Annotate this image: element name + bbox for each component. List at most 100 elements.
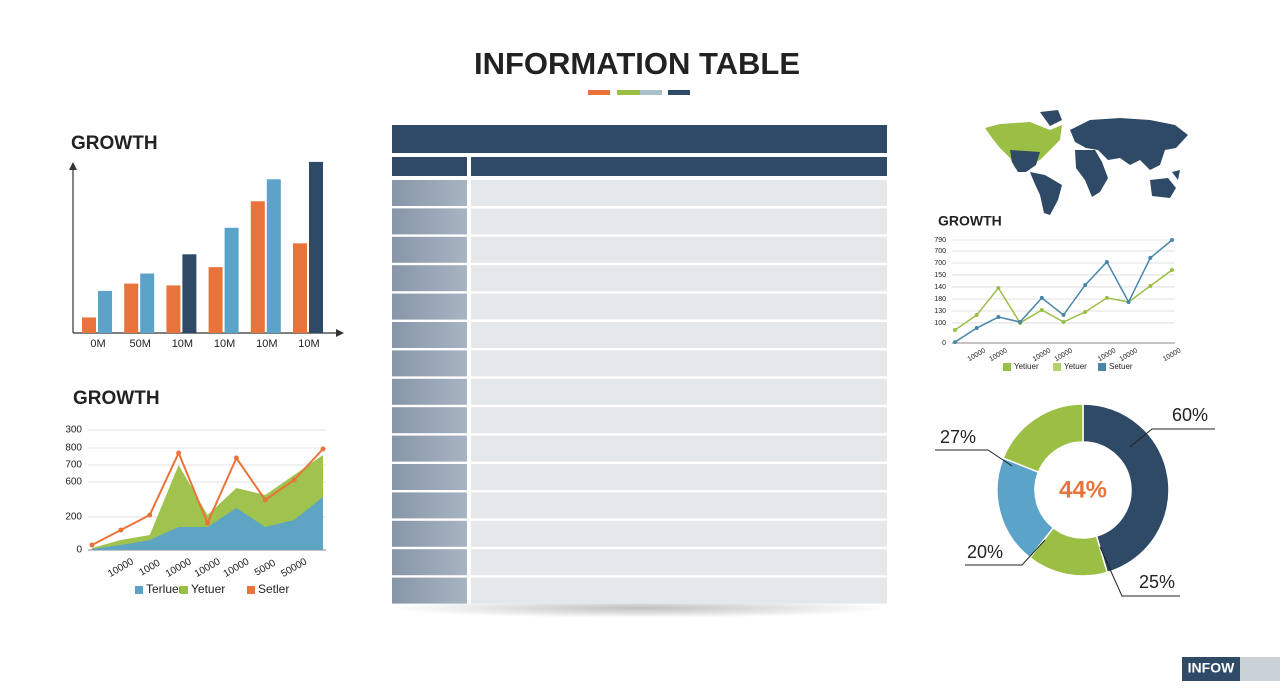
table-cell — [471, 322, 887, 348]
line — [954, 239, 1173, 343]
bar — [82, 317, 96, 333]
point — [262, 497, 268, 503]
point — [89, 542, 95, 548]
point — [1170, 267, 1174, 272]
point — [1039, 295, 1044, 300]
bar — [124, 283, 139, 333]
y-tick-label: 800 — [65, 443, 82, 454]
point — [1104, 295, 1109, 300]
table-cell — [392, 577, 467, 604]
point — [1148, 255, 1153, 260]
table-cell — [471, 492, 887, 519]
table-cell — [392, 322, 467, 348]
x-tick-label: 10000 — [1032, 347, 1052, 363]
table-cell — [471, 464, 887, 490]
point — [147, 512, 153, 518]
accent — [668, 90, 690, 95]
table-cell — [392, 180, 467, 206]
donut-slice — [1002, 403, 1084, 474]
y-tick-label: 200 — [65, 512, 82, 523]
point — [1018, 320, 1023, 325]
x-tick-label: 50M — [129, 338, 150, 350]
point — [996, 286, 1001, 291]
bar — [140, 273, 155, 333]
legend-label: Yetuer — [191, 582, 225, 596]
data-label: 20% — [967, 542, 1003, 562]
table-cell — [392, 435, 467, 462]
table-cell — [471, 577, 887, 604]
table — [390, 125, 890, 618]
legend-label: Yetuer — [1064, 362, 1087, 371]
bar — [166, 285, 181, 333]
donut-center-label: 44% — [1059, 476, 1107, 503]
table-cell — [392, 407, 467, 434]
x-tick-label: 10000 — [1097, 347, 1117, 363]
point — [1170, 238, 1174, 243]
data-label: 27% — [940, 427, 976, 447]
point — [953, 340, 957, 345]
legend-label: Setuer — [1109, 362, 1133, 371]
point — [953, 328, 957, 333]
table-cell — [392, 236, 467, 263]
bar — [266, 179, 281, 333]
leader-line — [1129, 428, 1215, 448]
x-tick-label: 10M — [298, 338, 319, 350]
accent — [617, 90, 640, 95]
legend-label: Yetiuer — [1014, 362, 1039, 371]
point — [291, 477, 297, 483]
bar — [293, 243, 307, 333]
bar — [98, 290, 112, 333]
legend-label: Terluer — [146, 582, 183, 596]
chart-title: GROWTH — [71, 133, 158, 154]
y-tick-label: 700 — [65, 460, 82, 471]
legend-swatch — [247, 586, 255, 594]
page-title: INFORMATION TABLE — [474, 46, 800, 81]
leader-line — [965, 539, 1046, 566]
x-tick-label: 5000 — [253, 558, 278, 579]
point — [974, 313, 979, 318]
x-tick-label: 10000 — [1119, 347, 1139, 363]
accent — [588, 90, 610, 95]
data-label: 60% — [1172, 405, 1208, 425]
table-cell — [471, 435, 887, 462]
point — [118, 527, 124, 533]
table-cell — [471, 208, 887, 235]
point — [996, 315, 1001, 320]
y-tick-label: 600 — [65, 477, 82, 488]
legend-label: Setler — [258, 582, 289, 596]
point — [233, 455, 239, 461]
point — [1039, 307, 1044, 312]
legend-swatch — [1003, 363, 1011, 371]
point — [974, 326, 979, 331]
point — [320, 446, 326, 452]
donut-slice — [1082, 403, 1170, 574]
point — [1061, 320, 1066, 325]
bar — [309, 161, 323, 333]
legend-swatch — [1053, 363, 1061, 371]
table-cell — [471, 236, 887, 263]
bar — [250, 201, 265, 333]
y-tick-label: 180 — [934, 296, 946, 303]
legend-swatch — [1098, 363, 1106, 371]
table-cell — [392, 293, 467, 320]
x-tick-label: 10000 — [222, 556, 252, 580]
y-tick-label: 140 — [934, 284, 946, 291]
data-label: 25% — [1139, 572, 1175, 592]
table-header — [392, 125, 887, 153]
table-cell — [392, 350, 467, 377]
point — [1104, 259, 1109, 264]
y-tick-label: 300 — [65, 425, 82, 436]
point — [1061, 312, 1066, 317]
table-cell — [392, 520, 467, 547]
table-cell — [471, 549, 887, 576]
y-tick-label: 700 — [934, 260, 946, 267]
table-cell — [471, 407, 887, 434]
point — [1126, 299, 1131, 304]
chart-title: GROWTH — [938, 213, 1002, 229]
x-tick-label: 10000 — [1162, 347, 1182, 363]
area — [92, 455, 323, 550]
y-tick-label: 130 — [934, 308, 946, 315]
x-tick-label: 10000 — [106, 556, 136, 580]
x-tick-label: 10000 — [1053, 347, 1073, 363]
leader-line — [935, 449, 1013, 467]
